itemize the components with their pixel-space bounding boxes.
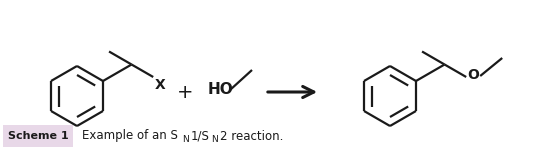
Text: 1/S: 1/S — [191, 129, 210, 142]
Text: 2 reaction.: 2 reaction. — [220, 129, 283, 142]
Text: Example of an S: Example of an S — [82, 129, 178, 142]
Text: O: O — [467, 68, 479, 82]
Text: HO: HO — [208, 82, 234, 97]
Text: N: N — [182, 135, 189, 144]
Text: N: N — [211, 135, 218, 144]
Text: +: + — [177, 83, 193, 101]
Text: X: X — [155, 78, 166, 92]
FancyBboxPatch shape — [3, 125, 73, 147]
Text: Scheme 1: Scheme 1 — [8, 131, 68, 141]
